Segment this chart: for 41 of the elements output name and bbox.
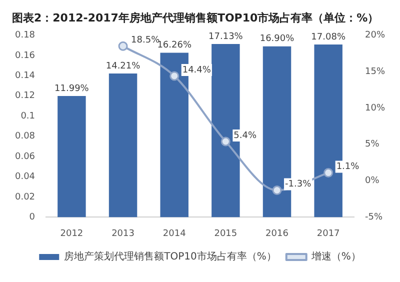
x-tick-label: 2015	[214, 228, 238, 239]
y-tick-label: 0.18	[14, 30, 36, 41]
x-tick-label: 2014	[162, 228, 186, 239]
data-label: 14.21%	[106, 61, 141, 72]
y2-tick-label: 20%	[364, 30, 386, 41]
y-tick-label: 0.16	[14, 50, 36, 61]
data-label: 1.1%	[336, 162, 360, 172]
y-tick-label: 0.02	[14, 192, 36, 202]
point	[170, 71, 180, 81]
x-tick-label: 2016	[266, 228, 289, 239]
legend-label: 增速（%）	[310, 250, 361, 263]
data-label: 17.13%	[208, 32, 244, 42]
point	[118, 41, 128, 51]
data-label: -1.3%	[285, 180, 312, 190]
y-tick-label: 0.1	[20, 111, 36, 122]
point	[324, 168, 334, 178]
bar	[108, 74, 138, 218]
y-tick-label: 0.12	[14, 91, 36, 102]
y-tick-label: 0.06	[14, 152, 36, 162]
data-label: 17.08%	[311, 32, 346, 42]
y-tick-label: 0.14	[14, 70, 36, 81]
y-tick-label: 0.08	[14, 132, 36, 142]
point	[272, 186, 282, 196]
data-label: 14.4%	[182, 65, 212, 76]
x-tick-label: 2017	[316, 228, 340, 239]
data-label: 5.4%	[234, 130, 257, 141]
data-label: 11.99%	[54, 84, 90, 94]
y-tick-label: 0	[29, 212, 36, 223]
y-tick-label: 0.04	[14, 172, 36, 182]
data-label: 16.90%	[260, 34, 295, 44]
y2-tick-label: -5%	[364, 212, 383, 223]
y2-tick-label: 15%	[364, 66, 386, 77]
y2-tick-label: 5%	[364, 140, 380, 150]
x-tick-label: 2013	[112, 228, 134, 239]
chart-title: 图表2：2012-2017年房地产代理销售额TOP10市场占有率（单位：%）	[12, 11, 379, 24]
legend-label: 房地产策划代理销售额TOP10市场占有率（%）	[64, 250, 276, 263]
y2-tick-label: 0%	[364, 176, 380, 186]
bar	[58, 96, 86, 218]
point	[220, 136, 230, 146]
y2-tick-label: 10%	[364, 103, 386, 114]
x-tick-label: 2012	[60, 228, 84, 239]
